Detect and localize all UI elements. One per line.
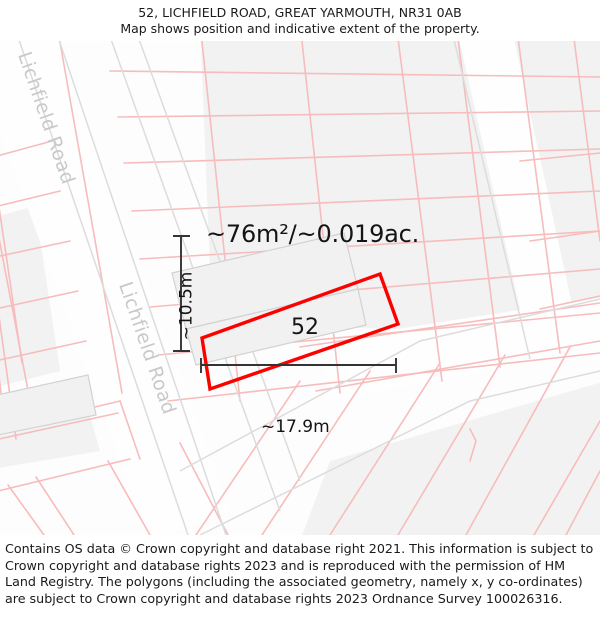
map-canvas[interactable]: Lichfield Road Lichfield Road ~76m²/~0.0…	[0, 41, 600, 535]
footer: Contains OS data © Crown copyright and d…	[0, 535, 600, 625]
header: 52, LICHFIELD ROAD, GREAT YARMOUTH, NR31…	[0, 0, 600, 37]
building-footprints	[0, 232, 367, 436]
page-title: 52, LICHFIELD ROAD, GREAT YARMOUTH, NR31…	[138, 5, 462, 20]
map-vector-layer	[0, 41, 600, 535]
copyright-text: Contains OS data © Crown copyright and d…	[5, 541, 594, 606]
property-highlight-polygon[interactable]	[200, 271, 401, 392]
page-subtitle: Map shows position and indicative extent…	[120, 21, 480, 36]
dimension-lines	[173, 235, 397, 373]
